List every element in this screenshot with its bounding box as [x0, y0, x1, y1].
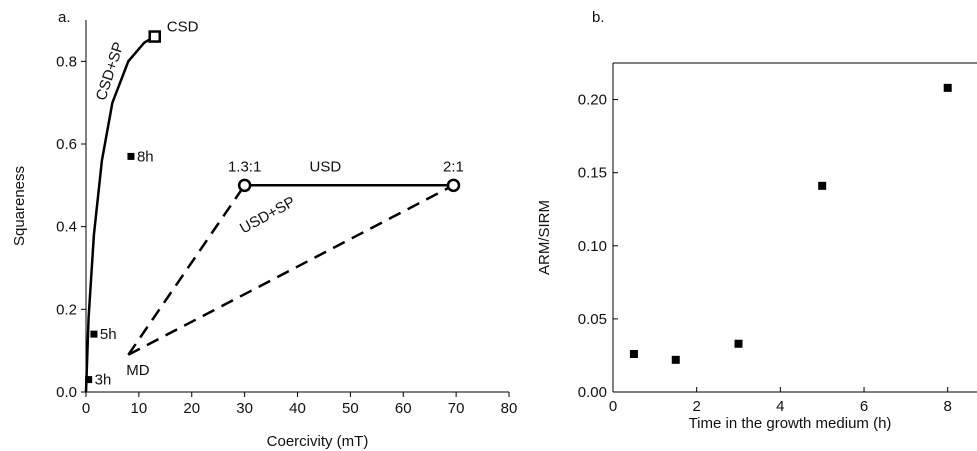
panel-b-y-tick-label: 0.15 [578, 165, 607, 182]
data-point [734, 339, 743, 348]
panel-a-x-tick-label: 40 [289, 400, 306, 417]
annotation-md: MD [126, 362, 149, 379]
panel-b-x-tick-label: 2 [693, 398, 701, 415]
sample-point-label: 8h [137, 148, 154, 165]
data-point [629, 349, 638, 358]
marker-ratio-2-1 [446, 178, 461, 193]
panel-b-y-axis-title: ARM/SIRM [536, 200, 553, 275]
panel-a-x-tick-label: 60 [395, 400, 412, 417]
curve-md-to-1-3 [127, 184, 246, 356]
panel-a-x-tick-label: 80 [501, 400, 518, 417]
sample-point-label: 3h [95, 372, 112, 389]
panel-a-x-tick-label: 70 [448, 400, 465, 417]
marker-label: CSD [167, 19, 199, 36]
panel-a-x-axis-title: Coercivity (mT) [267, 433, 369, 450]
data-point [943, 83, 952, 92]
marker-csd [148, 30, 161, 43]
panel-a-y-axis-title: Squareness [11, 166, 28, 246]
panel-b-x-tick-label: 0 [609, 398, 617, 415]
panel-b-y-tick-label: 0.05 [578, 311, 607, 328]
panel-b-x-tick-label: 8 [944, 398, 952, 415]
marker-label: 1.3:1 [228, 158, 261, 175]
panel-a-label: a. [58, 9, 71, 26]
marker-ratio-1-3-1 [237, 178, 252, 193]
sample-point-3h [85, 376, 93, 384]
panel-b-y-tick-label: 0.20 [578, 92, 607, 109]
sample-point-8h [127, 152, 135, 160]
panel-a-y-tick-label: 0.6 [56, 136, 77, 153]
panel-a-x-tick-label: 20 [183, 400, 200, 417]
panel-b-y-tick-label: 0.00 [578, 384, 607, 401]
panel-b-chart: b. 0 2 4 6 8 0.00 0.05 0.10 0.15 0.20 Time in the g… [536, 9, 977, 432]
panel-b-x-axis-title: Time in the growth medium (h) [689, 415, 892, 432]
panel-a-y-tick-label: 0.2 [56, 301, 77, 318]
curve-usd-sp [127, 184, 455, 356]
annotation-usd: USD [310, 158, 342, 175]
data-point [818, 181, 827, 190]
sample-point-5h [90, 330, 98, 338]
panel-a-x-tick-label: 10 [131, 400, 148, 417]
panel-b-x-tick-label: 6 [860, 398, 868, 415]
curve-csd-sp [84, 35, 156, 393]
panel-b-x-tick-label: 4 [776, 398, 784, 415]
panel-a-x-tick-label: 30 [236, 400, 253, 417]
panel-a-y-tick-label: 0.8 [56, 53, 77, 70]
panel-a-y-tick-label: 0.4 [56, 219, 77, 236]
panel-a-x-tick-label: 0 [82, 400, 90, 417]
panel-b-label: b. [592, 9, 605, 26]
marker-label: 2:1 [443, 158, 464, 175]
panel-b-y-tick-label: 0.10 [578, 238, 607, 255]
annotation-csd-sp: CSD+SP [93, 40, 128, 103]
sample-point-label: 5h [100, 326, 117, 343]
panel-a-y-tick-label: 0.0 [56, 384, 77, 401]
panel-a-chart: a. 0 10 20 30 40 50 60 70 80 0.0 0.2 0.4 0.6 0.8 Coerci… [11, 9, 517, 450]
panel-a-x-tick-label: 50 [342, 400, 359, 417]
data-point [671, 355, 680, 364]
annotation-usd-sp: USD+SP [237, 193, 298, 237]
